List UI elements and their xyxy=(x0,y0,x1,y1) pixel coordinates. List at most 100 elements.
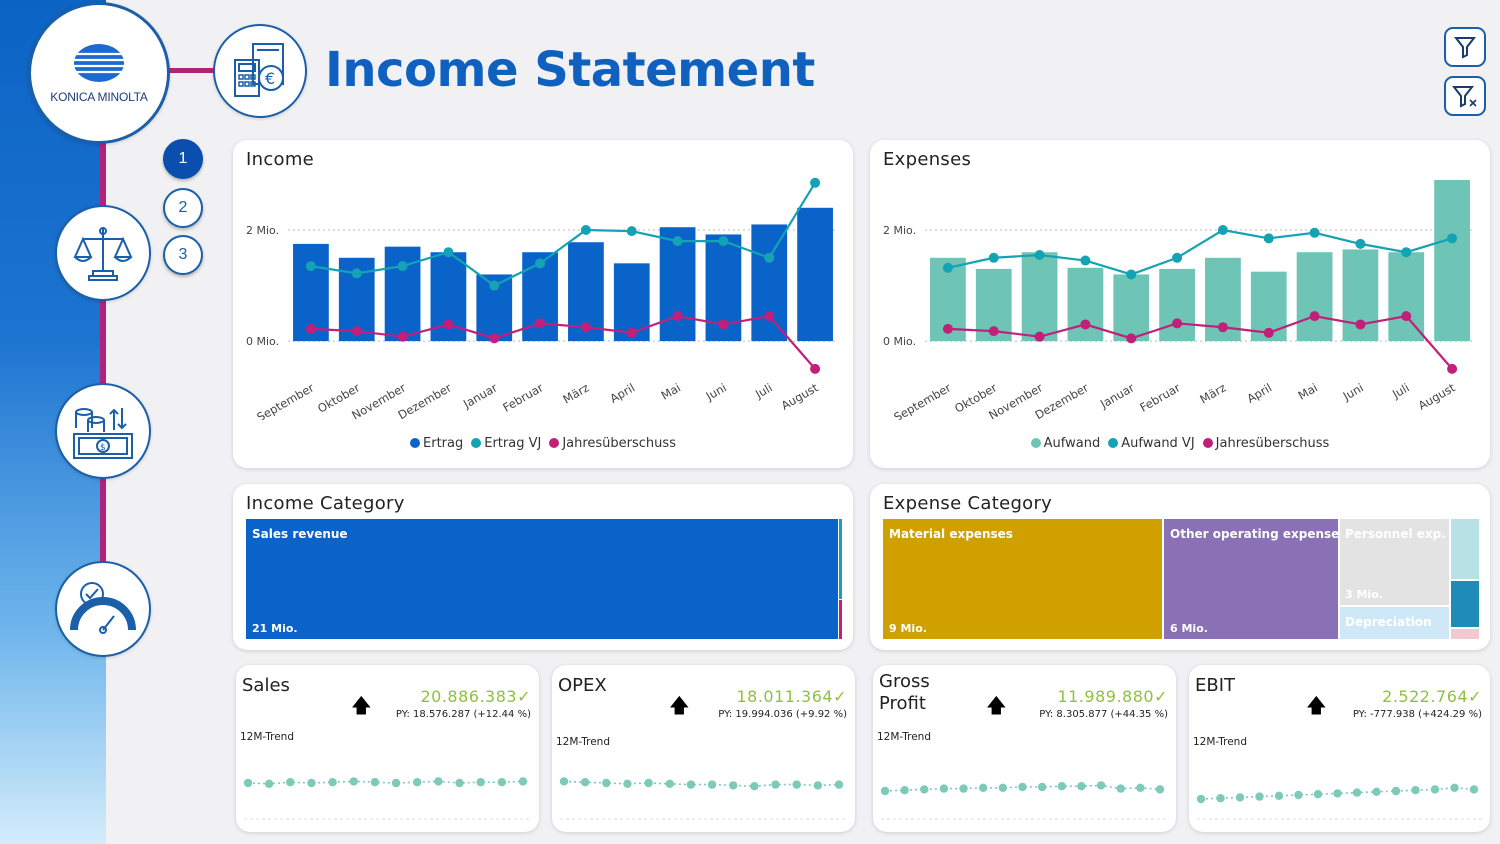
bar-juli xyxy=(1388,252,1425,342)
kpi-prior-year: PY: 19.994.036 (+9.92 %) xyxy=(718,709,847,720)
point-aufwand-vj xyxy=(1401,247,1412,258)
x-tick-label: März xyxy=(1197,380,1228,406)
checkmark-icon: ✓ xyxy=(517,687,531,706)
sparkline-point xyxy=(370,778,380,787)
page-2-button[interactable]: 2 xyxy=(163,188,203,228)
bar-februar xyxy=(1159,268,1195,342)
legend-item-ertrag-vj[interactable]: Ertrag VJ xyxy=(471,436,541,451)
y-tick-label: 0 Mio. xyxy=(883,335,916,348)
point-aufwand-vj xyxy=(1263,233,1274,244)
filter-button[interactable] xyxy=(1444,27,1486,67)
treemap-tile-small-3[interactable] xyxy=(1451,629,1479,639)
sparkline-point xyxy=(497,778,507,787)
expenses-chart-card: Expenses 2 Mio. 0 Mio. September Oktober Nov… xyxy=(870,140,1490,468)
sparkline-point xyxy=(434,777,443,786)
sparkline-point xyxy=(602,778,611,788)
point-jahresueberschuss xyxy=(397,331,408,342)
checkmark-icon: ✓ xyxy=(1154,687,1168,706)
treemap-tile-small-2[interactable] xyxy=(839,600,842,639)
sparkline-point xyxy=(1235,793,1245,802)
brand-name: KONICA MINOLTA xyxy=(50,90,148,104)
treemap-tile-other-operating-expenses[interactable]: Other operating expenses 6 Mio. xyxy=(1164,519,1338,639)
treemap-tile-small-2[interactable] xyxy=(1451,581,1479,627)
x-tick-label: Juli xyxy=(1389,380,1412,401)
sparkline-point xyxy=(792,780,801,789)
kpi-prior-year: PY: -777.938 (+424.29 %) xyxy=(1352,709,1482,720)
point-jahresueberschuss xyxy=(351,326,362,337)
page-1-button[interactable]: 1 xyxy=(163,139,203,179)
sparkline-point xyxy=(998,783,1008,792)
calculator-euro-icon: € xyxy=(234,43,284,97)
point-aufwand-vj xyxy=(1126,269,1137,280)
kpi-sparkline xyxy=(559,777,847,820)
sparkline-point xyxy=(1196,794,1206,804)
checkmark-icon: ✓ xyxy=(833,687,847,706)
globe-icon xyxy=(74,44,124,82)
income-legend: Ertrag Ertrag VJ Jahresüberschuss xyxy=(233,436,853,451)
line-aufwand-vj xyxy=(947,228,1453,276)
sparkline-point xyxy=(1274,791,1284,800)
legend-item-jahresueberschuss[interactable]: Jahresüberschuss xyxy=(549,436,676,451)
title-connector-line xyxy=(165,68,217,73)
income-category-card: Income Category Sales revenue 21 Mio. xyxy=(233,484,853,650)
sparkline-point xyxy=(729,781,738,790)
sparkline-point xyxy=(1255,792,1264,801)
kpi-sparkline xyxy=(880,781,1168,820)
treemap-tile-personnel-expenses[interactable]: Personnel exp... 3 Mio. xyxy=(1340,519,1449,605)
sparkline-point xyxy=(665,779,674,788)
sparkline-point xyxy=(1136,783,1145,792)
point-aufwand-vj xyxy=(1309,227,1320,238)
bar-november xyxy=(384,246,421,342)
sparkline-point xyxy=(1294,790,1303,800)
sparkline-point xyxy=(1155,785,1165,794)
sparkline-point xyxy=(1450,783,1459,792)
bar-dezember xyxy=(1067,267,1104,342)
balance-scale-icon xyxy=(73,227,133,281)
treemap-tile-sales-revenue[interactable]: Sales revenue 21 Mio. xyxy=(246,519,838,639)
nav-balance-button[interactable] xyxy=(55,205,151,301)
point-jahresueberschuss xyxy=(580,322,591,333)
income-chart-card: Income 2 Mio. 0 Mio. September Oktober Novem… xyxy=(233,140,853,468)
legend-item-aufwand-vj[interactable]: Aufwand VJ xyxy=(1108,436,1195,451)
y-tick-label: 2 Mio. xyxy=(883,224,916,237)
treemap-tile-small-1[interactable] xyxy=(1451,519,1479,579)
sparkline-point xyxy=(834,780,844,789)
legend-item-jahresueberschuss[interactable]: Jahresüberschuss xyxy=(1202,436,1329,451)
tile-value: 3 Mio. xyxy=(1345,588,1383,601)
income-category-title: Income Category xyxy=(246,493,405,514)
sparkline-point xyxy=(455,778,464,788)
point-jahresueberschuss xyxy=(1401,311,1412,322)
point-jahresueberschuss xyxy=(1263,327,1274,338)
nav-performance-button[interactable] xyxy=(55,561,151,657)
sparkline-point xyxy=(580,778,590,787)
point-aufwand-vj xyxy=(1080,255,1091,266)
sparkline-point xyxy=(391,778,401,788)
sparkline-point xyxy=(1116,784,1125,793)
treemap-tile-small-1[interactable] xyxy=(839,519,842,599)
kpi-prior-year: PY: 8.305.877 (+44.35 %) xyxy=(1039,709,1168,720)
point-ertrag-vj xyxy=(580,225,591,235)
kpi-card-sales: Sales 🡅 20.886.383✓ PY: 18.576.287 (+12.… xyxy=(236,665,539,832)
point-ertrag-vj xyxy=(443,247,454,258)
sparkline-point xyxy=(1352,788,1362,797)
sparkline-point xyxy=(813,781,823,790)
kpi-title: OPEX xyxy=(558,675,607,696)
tile-label: Sales revenue xyxy=(252,527,348,541)
sparkline-point xyxy=(307,778,316,788)
legend-item-aufwand[interactable]: Aufwand xyxy=(1030,436,1100,451)
point-ertrag-vj xyxy=(305,261,316,272)
sparkline-point xyxy=(900,786,909,795)
sparkline-point xyxy=(979,783,988,792)
page-3-button[interactable]: 3 xyxy=(163,235,203,275)
sparkline-point xyxy=(1391,786,1401,796)
treemap-tile-depreciation[interactable]: Depreciation xyxy=(1340,607,1449,639)
sparkline-point xyxy=(476,778,485,787)
clear-filter-button[interactable] xyxy=(1444,76,1486,116)
sparkline-point xyxy=(349,777,358,786)
legend-item-ertrag[interactable]: Ertrag xyxy=(410,436,463,451)
sparkline-point xyxy=(1372,787,1381,796)
point-jahresueberschuss xyxy=(1309,311,1320,322)
kpi-card-ebit: EBIT 🡅 2.522.764✓ PY: -777.938 (+424.29 … xyxy=(1189,665,1490,832)
nav-finance-button[interactable]: $ xyxy=(55,383,151,479)
treemap-tile-material-expenses[interactable]: Material expenses 9 Mio. xyxy=(883,519,1162,639)
